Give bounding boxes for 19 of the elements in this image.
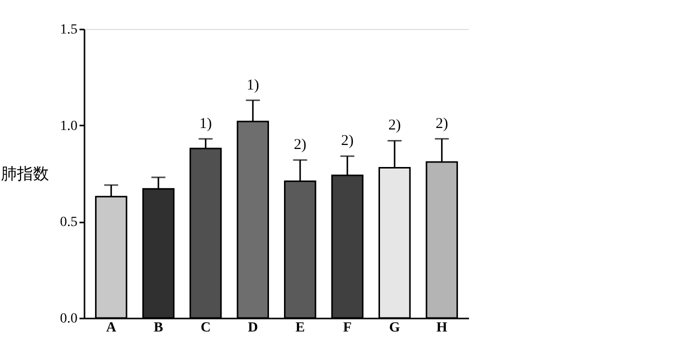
x-tick-label: G — [389, 320, 400, 336]
y-tick-label: 0.5 — [60, 215, 78, 230]
annotation: 1) — [199, 116, 212, 132]
y-tick-label: 1.0 — [60, 118, 78, 134]
annotation: 2) — [436, 116, 448, 132]
x-tick-label: F — [343, 320, 352, 336]
annotation: 2) — [294, 137, 306, 154]
y-axis-title: 肺指数 — [1, 165, 49, 183]
x-tick-label: E — [295, 320, 305, 336]
annotation: 1) — [246, 77, 260, 94]
annotation: 2) — [388, 118, 401, 134]
x-tick-label: A — [106, 320, 118, 336]
x-tick-label: C — [200, 320, 211, 336]
annotation: 2) — [341, 133, 354, 150]
x-tick-label: H — [436, 320, 448, 336]
y-tick-label: 1.5 — [60, 22, 78, 38]
y-tick-label: 0.0 — [60, 312, 78, 326]
x-tick-label: B — [154, 320, 164, 336]
x-tick-label: D — [248, 320, 258, 336]
